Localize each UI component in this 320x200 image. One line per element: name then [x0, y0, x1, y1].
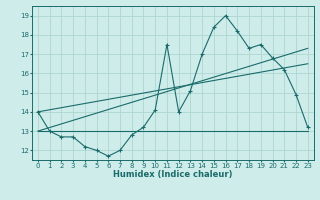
- X-axis label: Humidex (Indice chaleur): Humidex (Indice chaleur): [113, 170, 233, 179]
